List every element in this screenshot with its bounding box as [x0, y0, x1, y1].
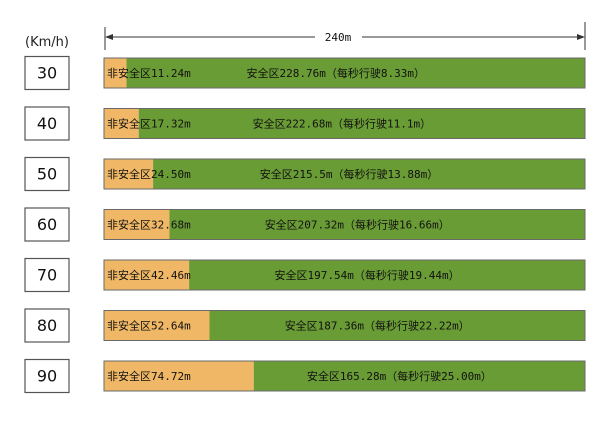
total-distance-label: 240m: [325, 31, 352, 44]
bar-outline: [103, 57, 586, 89]
safe-segment: [138, 108, 586, 139]
safe-label: 安全区187.36m（每秒行驶22.22m）: [285, 319, 470, 333]
safe-label: 安全区215.5m（每秒行驶13.88m）: [260, 167, 438, 181]
chart-row: 60 非安全区32.68m 安全区207.32m（每秒行驶16.66m）: [24, 207, 586, 242]
speed-box: [24, 257, 70, 293]
safe-label: 安全区228.76m（每秒行驶8.33m）: [247, 66, 425, 80]
unit-label: (Km/h): [25, 35, 69, 50]
bar-outline: [103, 310, 586, 341]
chart-row: 40 非安全区17.32m 安全区222.68m（每秒行驶11.1m）: [24, 106, 586, 141]
safe-label: 安全区222.68m（每秒行驶11.1m）: [253, 117, 431, 131]
unsafe-label: 非安全区11.24m: [107, 66, 191, 80]
unsafe-segment: [104, 159, 154, 189]
unsafe-label: 非安全区74.72m: [107, 369, 191, 383]
speed-box: [24, 156, 70, 192]
safe-label: 安全区165.28m（每秒行驶25.00m）: [307, 369, 492, 383]
chart-row: 30 非安全区11.24m 安全区228.76m（每秒行驶8.33m）: [24, 55, 586, 91]
unsafe-label: 非安全区32.68m: [107, 218, 191, 232]
total-arrow-right: [577, 34, 585, 40]
unsafe-segment: [104, 58, 127, 88]
speed-label: 70: [37, 266, 57, 285]
chart-row: 80 非安全区52.64m 安全区187.36m（每秒行驶22.22m）: [24, 308, 586, 343]
chart-row: 70 非安全区42.46m 安全区197.54m（每秒行驶19.44m）: [24, 257, 586, 293]
total-arrow-left: [105, 34, 113, 40]
speed-box: [24, 207, 70, 242]
speed-box: [24, 106, 70, 141]
safe-label: 安全区197.54m（每秒行驶19.44m）: [275, 268, 460, 282]
safe-segment: [209, 310, 585, 341]
bar-outline: [103, 108, 586, 139]
unsafe-label: 非安全区24.50m: [107, 167, 191, 181]
bar-rows: 30 非安全区11.24m 安全区228.76m（每秒行驶8.33m） 40 非安全区1…: [24, 55, 586, 394]
bar-outline: [103, 259, 586, 291]
speed-label: 40: [37, 114, 57, 133]
safe-segment: [153, 159, 585, 189]
unsafe-label: 非安全区42.46m: [107, 268, 191, 282]
unsafe-segment: [104, 260, 190, 290]
chart-row: 90 非安全区74.72m 安全区165.28m（每秒行驶25.00m）: [24, 358, 586, 394]
speed-label: 80: [37, 316, 57, 335]
total-distance-indicator: 240m: [104, 22, 586, 50]
speed-label: 30: [37, 64, 57, 83]
speed-box: [24, 55, 70, 91]
unsafe-segment: [104, 310, 210, 341]
unsafe-label: 非安全区17.32m: [107, 117, 191, 131]
safe-segment: [253, 361, 585, 391]
speed-label: 50: [37, 165, 57, 184]
safe-segment: [126, 58, 586, 88]
bar-outline: [103, 158, 586, 190]
speed-box: [24, 358, 70, 394]
speed-box: [24, 308, 70, 343]
safe-segment: [169, 209, 586, 240]
unsafe-segment: [104, 209, 170, 240]
speed-label: 90: [37, 367, 57, 386]
unsafe-segment: [104, 361, 254, 391]
safe-label: 安全区207.32m（每秒行驶16.66m）: [265, 218, 450, 232]
speed-label: 60: [37, 215, 57, 234]
unsafe-label: 非安全区52.64m: [107, 319, 191, 333]
bar-outline: [103, 209, 586, 240]
unsafe-segment: [104, 108, 139, 139]
safe-segment: [189, 260, 585, 290]
chart-row: 50 非安全区24.50m 安全区215.5m（每秒行驶13.88m）: [24, 156, 586, 192]
bar-outline: [103, 360, 586, 392]
